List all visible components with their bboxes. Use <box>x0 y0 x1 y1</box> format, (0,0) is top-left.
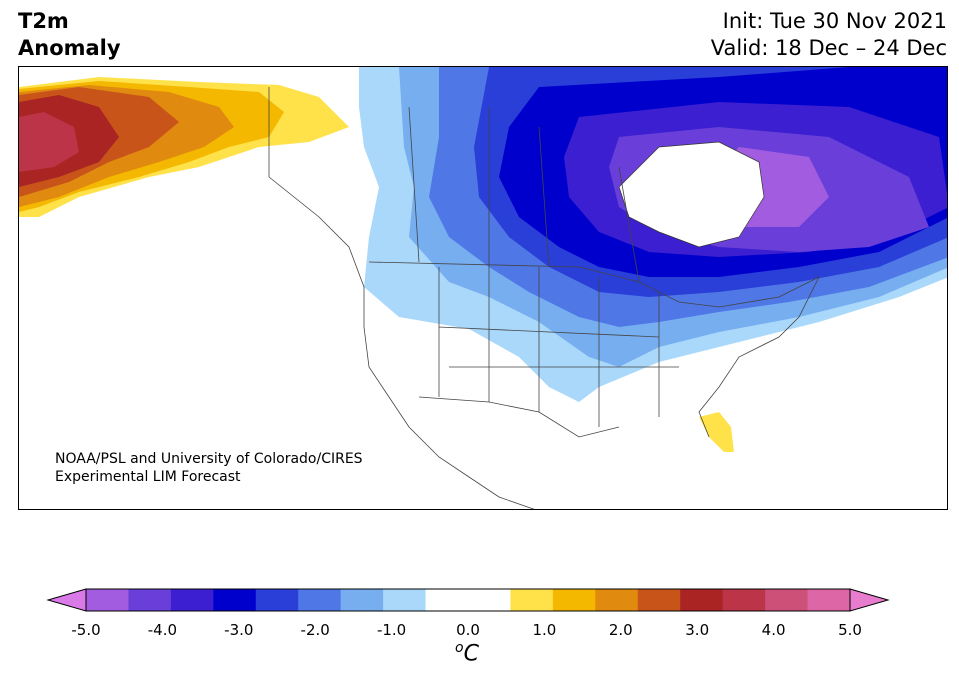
unit-letter: C <box>463 641 479 667</box>
alaska-anomaly-6c <box>19 112 79 172</box>
colorbar-tick-label: -5.0 <box>71 621 101 639</box>
colorbar-tick-label: -3.0 <box>224 621 254 639</box>
colorbar-cell <box>637 589 681 611</box>
colorbar-cell <box>383 589 427 611</box>
colorbar-tick-label: -2.0 <box>300 621 330 639</box>
credit-line-1: NOAA/PSL and University of Colorado/CIRE… <box>55 451 363 467</box>
colorbar-cell <box>425 589 469 611</box>
colorbar-tick-label: -4.0 <box>147 621 178 639</box>
map-svg <box>19 67 947 509</box>
hudson-bay <box>618 141 765 248</box>
forecast-dates: Init: Tue 30 Nov 2021 Valid: 18 Dec – 24… <box>711 8 947 62</box>
colorbar-unit: oC <box>455 640 479 666</box>
colorbar-cell <box>722 589 766 611</box>
credit-text: NOAA/PSL and University of Colorado/CIRE… <box>55 450 363 486</box>
province-lines <box>408 106 640 283</box>
gulf-of-mexico <box>579 437 719 509</box>
colorbar-right-arrow <box>849 588 890 612</box>
colorbar-tick-label: 1.0 <box>532 621 557 639</box>
unit-degree: o <box>455 640 464 656</box>
colorbar-cell <box>510 589 554 611</box>
init-date: Init: Tue 30 Nov 2021 <box>722 9 947 33</box>
colorbar-tick-label: 2.0 <box>608 621 633 639</box>
colorbar-cell <box>255 589 299 611</box>
colorbar-tick-label: 4.0 <box>761 621 786 639</box>
coastline-east <box>698 276 820 438</box>
title-line-1: T2m <box>18 9 69 33</box>
colorbar <box>46 588 890 612</box>
anomaly-map <box>18 66 948 510</box>
colorbar-cells <box>86 589 851 611</box>
colorbar-cell <box>170 589 214 611</box>
map-title: T2m Anomaly <box>18 8 121 62</box>
colorbar-tick-label: 5.0 <box>838 621 862 639</box>
colorbar-cell <box>552 589 596 611</box>
colorbar-cell <box>128 589 172 611</box>
borders <box>268 87 820 509</box>
florida-anomaly <box>699 412 734 452</box>
coastline-west <box>268 176 535 509</box>
colorbar-cell <box>680 589 724 611</box>
colorbar-left-arrow <box>46 588 87 612</box>
title-line-2: Anomaly <box>18 36 121 60</box>
colorbar-cell <box>595 589 639 611</box>
us-mexico-border <box>418 396 620 438</box>
colorbar-tick-label: 0.0 <box>456 621 480 639</box>
colorbar-cell <box>807 589 851 611</box>
colorbar-cell <box>86 589 129 611</box>
credit-line-2: Experimental LIM Forecast <box>55 469 241 485</box>
colorbar-cell <box>340 589 384 611</box>
colorbar-cell <box>765 589 809 611</box>
colorbar-cell <box>213 589 257 611</box>
colorbar-cell <box>468 589 511 611</box>
us-canada-border <box>368 261 820 308</box>
state-lines <box>438 267 679 427</box>
valid-date: Valid: 18 Dec – 24 Dec <box>710 36 947 60</box>
colorbar-cell <box>298 589 342 611</box>
colorbar-outline <box>85 588 851 612</box>
colorbar-tick-label: 3.0 <box>685 621 710 639</box>
colorbar-tick-label: -1.0 <box>376 621 407 639</box>
